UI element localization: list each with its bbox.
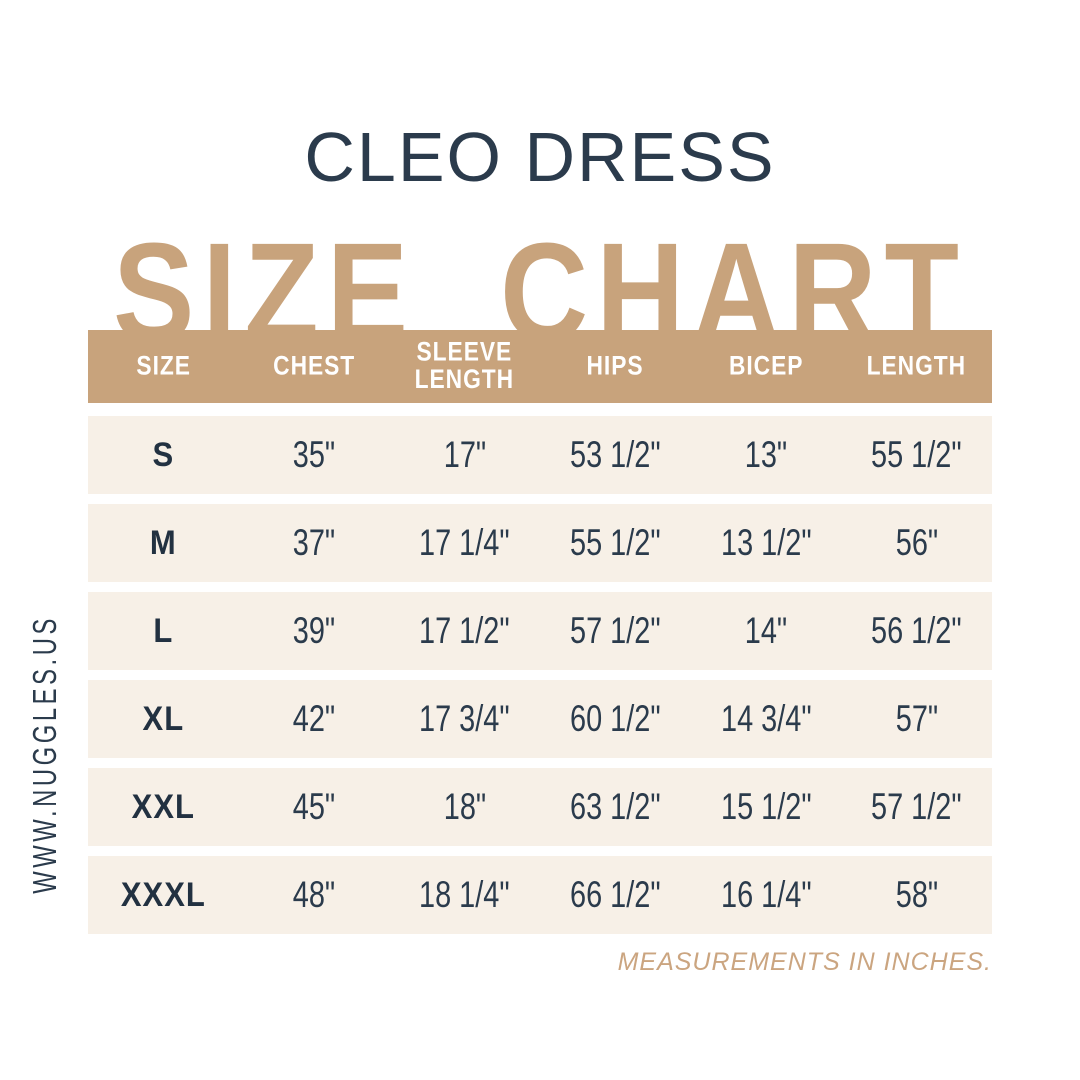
- size-table: SIZE CHEST SLEEVE LENGTH HIPS BICEP LENG…: [88, 330, 992, 934]
- measurement-value: 17 1/2": [419, 609, 510, 651]
- cell-length: 55 1/2": [841, 433, 992, 475]
- column-header-label: SIZE: [136, 351, 191, 382]
- measurements-footnote: MEASUREMENTS IN INCHES.: [617, 948, 992, 976]
- measurement-value: 13 1/2": [720, 521, 812, 563]
- cell-chest: 45": [239, 785, 390, 827]
- size-value: XXL: [131, 786, 195, 827]
- measurement-value: 57 1/2": [570, 609, 661, 651]
- measurement-value: 39": [292, 609, 336, 651]
- measurement-value: 55 1/2": [570, 521, 661, 563]
- measurement-value: 45": [292, 785, 336, 827]
- table-row-s: S 35" 17" 53 1/2" 13" 55 1/2": [88, 416, 992, 494]
- column-header-chest: CHEST: [239, 351, 390, 382]
- measurement-value: 15 1/2": [720, 785, 812, 827]
- cell-size: XL: [88, 698, 239, 739]
- column-header-label: LENGTH: [866, 351, 967, 382]
- cell-bicep: 13 1/2": [691, 521, 842, 563]
- cell-hips: 60 1/2": [540, 697, 691, 739]
- measurement-value: 57 1/2": [871, 785, 962, 827]
- column-header-size: SIZE: [88, 351, 239, 382]
- cell-chest: 35": [239, 433, 390, 475]
- measurement-value: 53 1/2": [570, 433, 661, 475]
- column-header-label: SLEEVE LENGTH: [414, 337, 515, 396]
- measurement-value: 63 1/2": [570, 785, 661, 827]
- cell-chest: 48": [239, 873, 390, 915]
- column-header-sleeve-length: SLEEVE LENGTH: [389, 337, 540, 396]
- cell-hips: 53 1/2": [540, 433, 691, 475]
- table-row-xxxl: XXXL 48" 18 1/4" 66 1/2" 16 1/4" 58": [88, 856, 992, 934]
- measurement-value: 13": [744, 433, 788, 475]
- cell-length: 57 1/2": [841, 785, 992, 827]
- size-value: L: [153, 610, 174, 651]
- column-header-label: CHEST: [272, 351, 355, 382]
- cell-hips: 63 1/2": [540, 785, 691, 827]
- size-value: M: [149, 522, 177, 563]
- measurement-value: 55 1/2": [871, 433, 962, 475]
- measurement-value: 37": [292, 521, 336, 563]
- measurement-value: 48": [292, 873, 336, 915]
- measurement-value: 56 1/2": [871, 609, 962, 651]
- measurement-value: 35": [292, 433, 336, 475]
- cell-chest: 37": [239, 521, 390, 563]
- measurement-value: 17": [443, 433, 486, 475]
- cell-size: XXXL: [88, 874, 239, 915]
- cell-hips: 57 1/2": [540, 609, 691, 651]
- measurement-value: 66 1/2": [570, 873, 661, 915]
- cell-length: 57": [841, 697, 992, 739]
- column-header-label: BICEP: [728, 351, 804, 382]
- measurement-value: 56": [895, 521, 938, 563]
- column-header-hips: HIPS: [540, 351, 691, 382]
- cell-hips: 66 1/2": [540, 873, 691, 915]
- measurement-value: 42": [292, 697, 336, 739]
- cell-sleeve: 17 1/4": [389, 521, 540, 563]
- column-header-label: HIPS: [586, 351, 644, 382]
- column-header-length: LENGTH: [841, 351, 992, 382]
- size-value: XL: [142, 698, 185, 739]
- cell-sleeve: 17": [389, 433, 540, 475]
- measurement-value: 60 1/2": [570, 697, 661, 739]
- table-row-m: M 37" 17 1/4" 55 1/2" 13 1/2" 56": [88, 504, 992, 582]
- measurement-value: 57": [895, 697, 938, 739]
- cell-sleeve: 18": [389, 785, 540, 827]
- cell-chest: 39": [239, 609, 390, 651]
- product-title: CLEO DRESS: [304, 118, 776, 196]
- measurement-value: 16 1/4": [720, 873, 812, 915]
- size-value: XXXL: [120, 874, 206, 915]
- size-value: S: [152, 434, 175, 475]
- cell-size: L: [88, 610, 239, 651]
- cell-length: 56": [841, 521, 992, 563]
- cell-size: XXL: [88, 786, 239, 827]
- table-row-xl: XL 42" 17 3/4" 60 1/2" 14 3/4" 57": [88, 680, 992, 758]
- cell-size: M: [88, 522, 239, 563]
- cell-bicep: 14 3/4": [691, 697, 842, 739]
- header-row-gap: [88, 403, 992, 416]
- cell-sleeve: 17 3/4": [389, 697, 540, 739]
- cell-bicep: 13": [691, 433, 842, 475]
- cell-bicep: 15 1/2": [691, 785, 842, 827]
- table-row-xxl: XXL 45" 18" 63 1/2" 15 1/2" 57 1/2": [88, 768, 992, 846]
- table-row-l: L 39" 17 1/2" 57 1/2" 14" 56 1/2": [88, 592, 992, 670]
- table-header-row: SIZE CHEST SLEEVE LENGTH HIPS BICEP LENG…: [88, 330, 992, 403]
- cell-size: S: [88, 434, 239, 475]
- measurement-value: 14": [744, 609, 788, 651]
- cell-length: 58": [841, 873, 992, 915]
- cell-chest: 42": [239, 697, 390, 739]
- cell-length: 56 1/2": [841, 609, 992, 651]
- measurement-value: 14 3/4": [720, 697, 812, 739]
- measurement-value: 18": [443, 785, 486, 827]
- measurement-value: 18 1/4": [419, 873, 510, 915]
- cell-sleeve: 18 1/4": [389, 873, 540, 915]
- measurement-value: 17 3/4": [419, 697, 510, 739]
- cell-hips: 55 1/2": [540, 521, 691, 563]
- measurement-value: 17 1/4": [419, 521, 510, 563]
- cell-sleeve: 17 1/2": [389, 609, 540, 651]
- column-header-bicep: BICEP: [691, 351, 842, 382]
- website-url-vertical: WWW.NUGGLES.US: [26, 615, 63, 894]
- cell-bicep: 14": [691, 609, 842, 651]
- measurement-value: 58": [895, 873, 938, 915]
- cell-bicep: 16 1/4": [691, 873, 842, 915]
